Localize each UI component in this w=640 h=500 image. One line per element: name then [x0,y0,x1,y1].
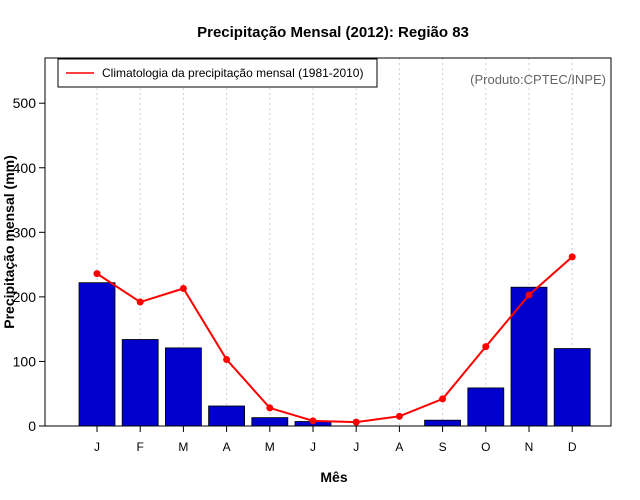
line-point [136,298,144,306]
line-series [96,256,573,424]
x-tick-label: S [439,440,447,454]
line-point [223,356,231,364]
bar [510,286,548,427]
line-point [482,343,490,351]
line-point [395,412,403,420]
x-tick-label: N [525,440,534,454]
y-tick-label: 0 [28,418,36,434]
legend-label: Climatologia da precipitação mensal (198… [102,66,363,80]
bar [208,405,246,427]
x-tick-label: F [137,440,144,454]
x-tick-label: D [568,440,577,454]
bar [164,347,202,427]
y-tick-label: 400 [13,160,37,176]
x-tick-label: J [94,440,100,454]
bar [121,339,159,427]
x-tick-label: M [178,440,188,454]
climatology-line [93,253,576,426]
x-tick-label: M [265,440,275,454]
line-point [439,395,447,403]
x-tick-label: J [353,440,359,454]
y-tick-label: 100 [13,353,37,369]
legend: Climatologia da precipitação mensal (198… [57,58,378,88]
bar [424,419,462,427]
line-point [266,404,274,412]
x-tick-label: A [223,440,231,454]
bar [251,417,289,427]
line-point [179,284,187,292]
line-point [309,417,317,425]
y-axis-label: Precipitação mensal (mm) [1,155,17,329]
bars [78,282,591,427]
bar [553,348,591,427]
line-point [352,418,360,426]
y-tick-label: 300 [13,224,37,240]
x-tick-label: A [395,440,403,454]
legend-box [57,58,378,88]
line-point [568,253,576,261]
credit-text: (Produto:CPTEC/INPE) [470,72,606,87]
chart-title: Precipitação Mensal (2012): Região 83 [197,24,469,41]
x-tick-label: J [310,440,316,454]
y-tick-label: 200 [13,289,37,305]
x-axis-label: Mês [320,469,347,485]
bar [467,387,505,427]
y-tick-label: 500 [13,95,37,111]
line-point [525,291,533,299]
bar [78,282,116,427]
x-tick-label: O [481,440,490,454]
y-axis: 0 100 200 300 400 500 [13,95,46,434]
line-point [93,270,101,278]
